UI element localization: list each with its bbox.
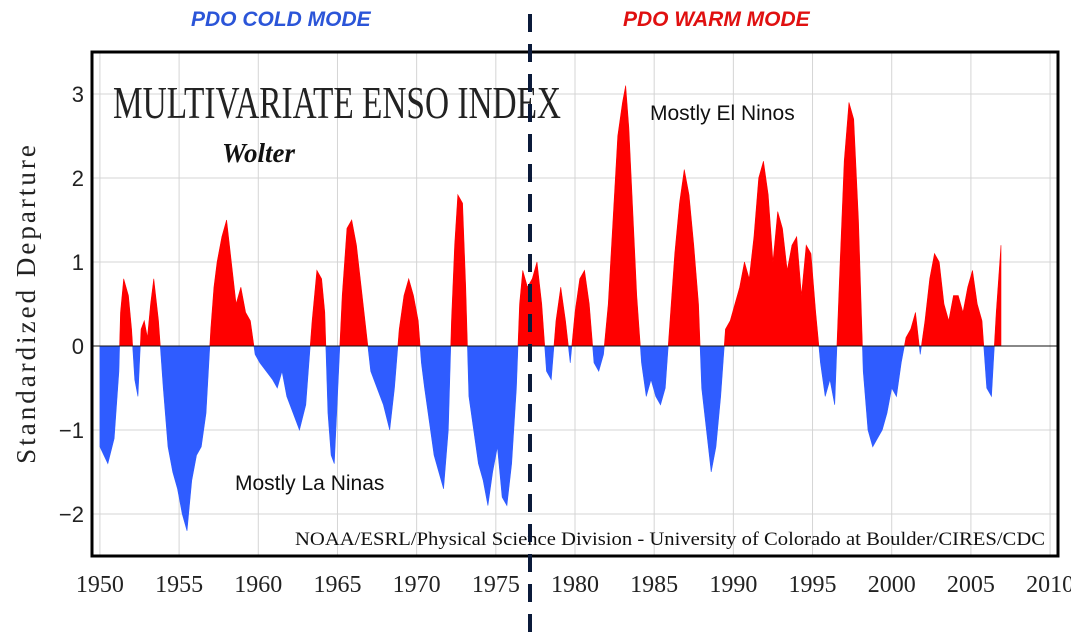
chart-subtitle: Wolter [222, 138, 295, 168]
annotation-el-ninos: Mostly El Ninos [650, 102, 795, 125]
plot-frame [90, 50, 1060, 558]
negative-area-la-nina [99, 345, 1001, 531]
x-tick-label: 1955 [155, 572, 203, 598]
y-tick-label: −2 [59, 502, 84, 527]
x-tick-label: 1965 [313, 572, 361, 598]
y-axis-label: Standardized Departure [11, 142, 41, 464]
x-tick-label: 2005 [947, 572, 995, 598]
x-tick-label: 1975 [472, 572, 520, 598]
x-tick-label: 1985 [630, 572, 678, 598]
x-tick-label: 1980 [551, 572, 599, 598]
x-tick-label: 1995 [789, 572, 837, 598]
y-tick-label: 0 [72, 334, 84, 359]
credit-text: NOAA/ESRL/Physical Science Division - Un… [295, 529, 1045, 550]
x-tick-label: 1990 [709, 572, 757, 598]
x-tick-labels: 1950 1955 1960 1965 1970 1975 1980 1985 1990 1995… [76, 572, 1071, 598]
x-tick-label: 2010 [1026, 572, 1071, 598]
y-tick-label: 2 [72, 166, 84, 191]
y-tick-label: −1 [59, 418, 84, 443]
pdo-cold-mode-label: PDO COLD MODE [191, 8, 371, 31]
y-tick-label: 3 [72, 82, 84, 107]
x-tick-label: 1970 [393, 572, 441, 598]
pdo-warm-mode-label: PDO WARM MODE [623, 8, 810, 31]
x-tick-label: 1960 [234, 572, 282, 598]
y-tick-labels: 3 2 1 0 −1 −2 [59, 82, 84, 527]
annotation-la-ninas: Mostly La Ninas [235, 472, 384, 495]
y-tick-label: 1 [72, 250, 84, 275]
chart-title: MULTIVARIATE ENSO INDEX [113, 77, 561, 128]
x-tick-label: 2000 [868, 572, 916, 598]
x-tick-label: 1950 [76, 572, 124, 598]
